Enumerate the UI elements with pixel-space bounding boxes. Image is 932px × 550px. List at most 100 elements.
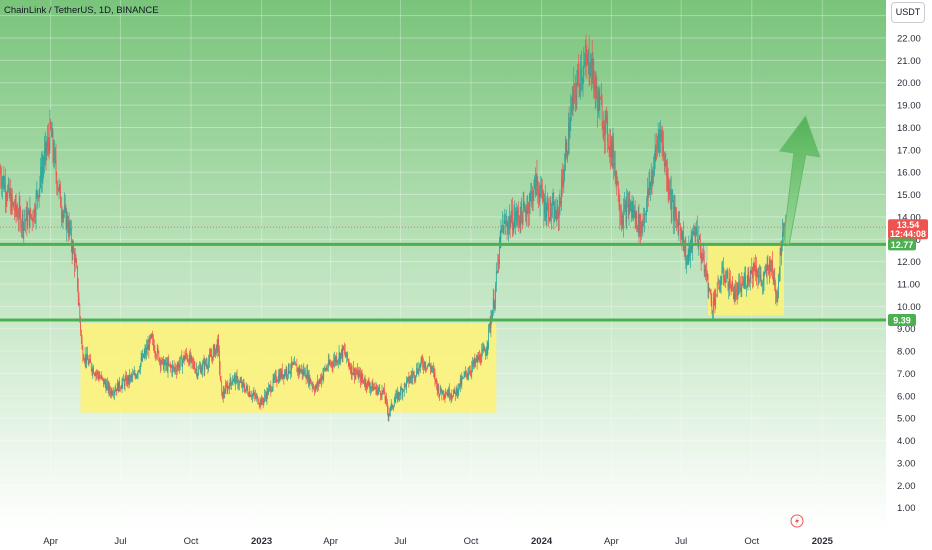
candle-body — [132, 374, 134, 377]
candle-body — [690, 236, 692, 243]
price-axis[interactable]: 23.0022.0021.0020.0019.0018.0017.0016.00… — [897, 11, 921, 514]
candle-body — [78, 297, 80, 305]
lightning-icon[interactable] — [790, 514, 804, 528]
candle-body — [573, 84, 575, 105]
candle-body — [613, 142, 615, 166]
candle-body — [592, 59, 594, 81]
candle-body — [387, 402, 388, 411]
candle-body — [145, 349, 147, 354]
candle-body — [743, 279, 745, 286]
candle-body — [712, 310, 713, 313]
candle-body — [57, 187, 58, 188]
candle-body — [236, 375, 238, 378]
candle-body — [281, 369, 282, 378]
candle-body — [564, 168, 565, 176]
candle-body — [280, 372, 282, 378]
candle-body — [770, 268, 772, 271]
candle-body — [617, 181, 619, 201]
candle-body — [173, 366, 175, 369]
time-axis[interactable]: Apr Jul Oct 2023 Apr Jul Oct 2024 Apr Jul Oct 2025 — [43, 536, 833, 547]
candle-body — [192, 358, 193, 362]
candle-body — [679, 222, 681, 226]
candle-body — [735, 289, 736, 299]
candle-body — [8, 183, 10, 197]
candle-body — [459, 379, 461, 388]
candle-body — [142, 353, 144, 361]
candle-body — [285, 369, 287, 375]
candle-body — [195, 369, 196, 372]
candle-body — [214, 345, 216, 356]
candle-body — [556, 206, 558, 221]
candle-body — [351, 365, 353, 375]
candle-body — [496, 271, 498, 273]
candle-body — [591, 58, 593, 81]
candle-body — [204, 360, 206, 370]
candle-body — [628, 204, 630, 214]
candle-body — [311, 383, 312, 384]
candle-body — [266, 390, 268, 400]
candle-body — [421, 358, 423, 361]
currency-button[interactable]: USDT — [891, 2, 925, 23]
candle-body — [40, 166, 42, 182]
candle-body — [548, 203, 549, 219]
candle-body — [163, 359, 164, 370]
candle-body — [471, 366, 473, 373]
candle-body — [406, 380, 407, 388]
candle-body — [498, 259, 499, 265]
candle-body — [120, 387, 121, 389]
candle-body — [100, 377, 101, 378]
candle-body — [27, 214, 28, 227]
candle-body — [541, 184, 542, 190]
candle-body — [103, 378, 104, 385]
candle-body — [614, 162, 616, 178]
candle-body — [85, 354, 87, 363]
candle-body — [457, 391, 459, 395]
candle-body — [723, 266, 724, 277]
candle-body — [83, 358, 84, 361]
candle-body — [271, 387, 273, 391]
candle-body — [505, 221, 507, 224]
candle-body — [750, 270, 752, 274]
candle-body — [779, 271, 780, 277]
candle-body — [700, 250, 702, 260]
candle-body — [228, 385, 229, 387]
chart-title: ChainLink / TetherUS, 1D, BINANCE — [4, 5, 159, 16]
candle-body — [652, 170, 654, 184]
candle-body — [369, 386, 371, 390]
candle-body — [72, 245, 74, 254]
candle-body — [587, 55, 588, 65]
candle-body — [442, 390, 443, 395]
candle-body — [734, 293, 736, 299]
candle-body — [528, 205, 530, 214]
candle-body — [558, 210, 559, 219]
candle-body — [673, 200, 674, 221]
candle-body — [474, 359, 476, 364]
candle-body — [203, 361, 205, 370]
candle-body — [370, 387, 371, 390]
candle-body — [172, 365, 173, 372]
time-tick-label: 2025 — [812, 536, 834, 547]
candle-body — [578, 74, 580, 84]
candle-body — [762, 280, 764, 284]
candle-body — [209, 354, 210, 362]
candle-body — [709, 288, 710, 291]
candle-body — [675, 214, 677, 215]
candle-body — [754, 270, 756, 273]
candle-body — [594, 78, 595, 93]
candle-body — [28, 210, 30, 226]
candle-body — [18, 204, 20, 220]
candle-body — [403, 383, 405, 391]
candle-body — [374, 388, 376, 389]
candle-body — [596, 84, 598, 96]
candle-body — [648, 182, 650, 196]
candle-body — [77, 265, 78, 289]
candle-body — [324, 368, 326, 370]
candle-body — [470, 372, 472, 373]
candle-body — [662, 142, 664, 146]
candle-body — [11, 194, 12, 212]
candle-body — [109, 385, 111, 392]
candle-body — [367, 381, 369, 383]
candle-body — [618, 200, 620, 208]
candle-body — [190, 356, 192, 362]
